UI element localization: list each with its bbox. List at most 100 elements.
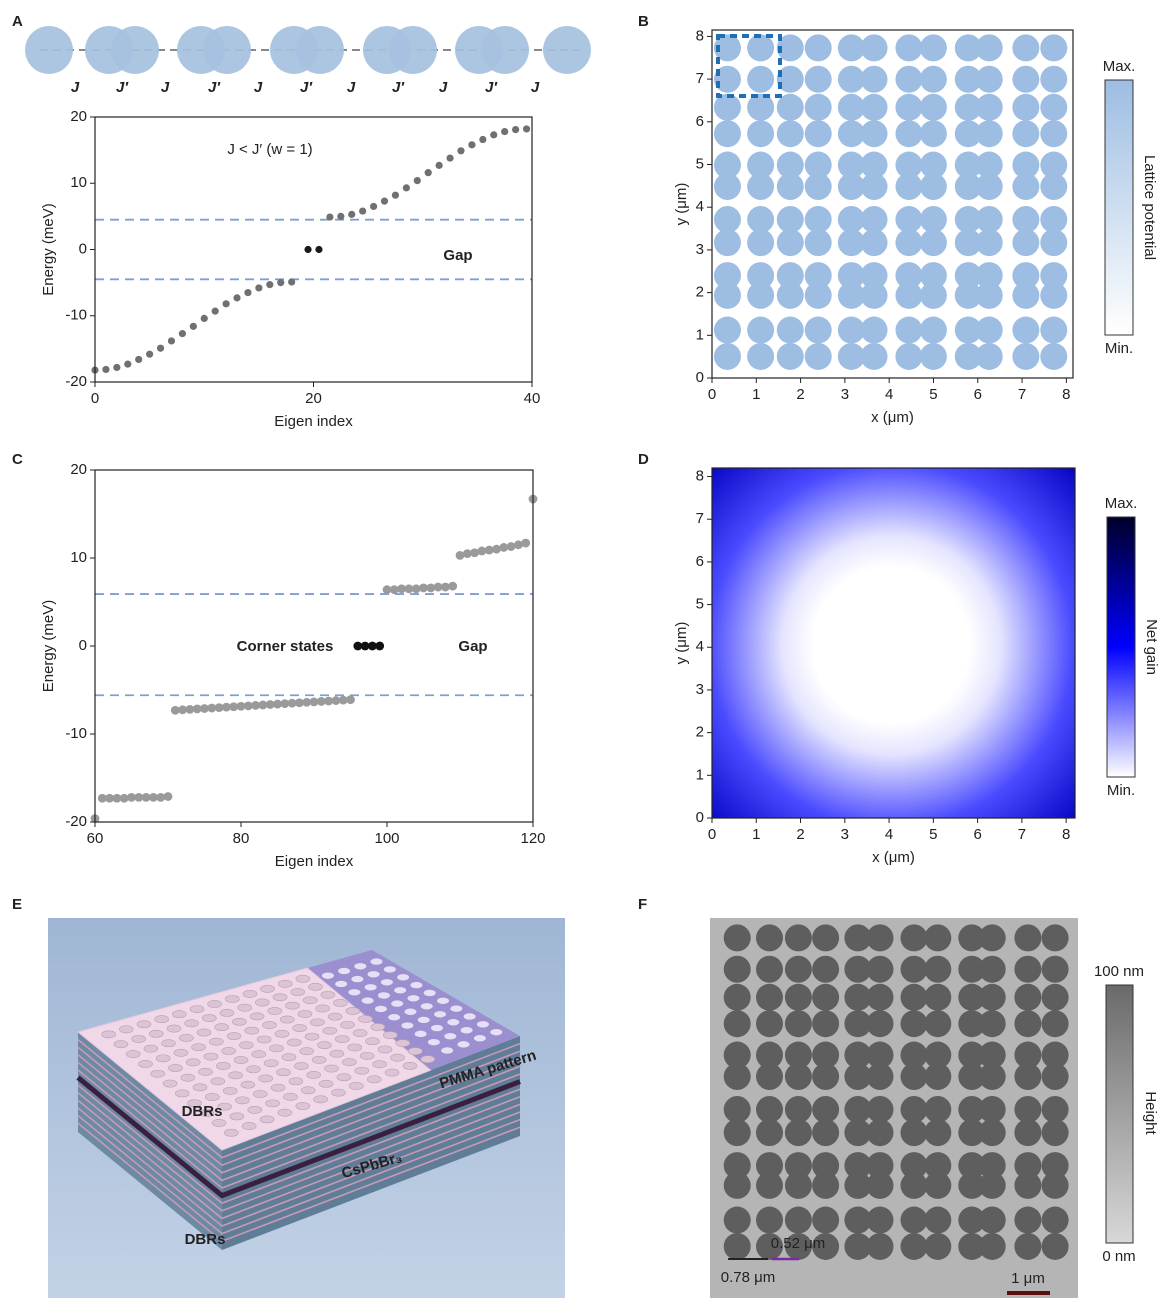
- y-tick-label: -10: [65, 725, 87, 742]
- data-point: [255, 284, 262, 291]
- potential-site: [1040, 120, 1067, 147]
- potential-site: [1040, 173, 1067, 200]
- potential-site: [861, 229, 888, 256]
- pillar: [323, 1027, 337, 1034]
- pillar: [390, 1054, 404, 1061]
- x-tick-label: 5: [929, 386, 937, 403]
- potential-site: [714, 173, 741, 200]
- sem-pillar: [924, 1233, 951, 1260]
- sem-pillar: [1042, 1063, 1069, 1090]
- sem-pillar: [924, 1207, 951, 1234]
- data-point: [124, 361, 131, 368]
- coupling-label: J′: [116, 79, 129, 96]
- pillar: [289, 1078, 303, 1085]
- colorbar-max: Max.: [1105, 495, 1138, 512]
- pillar: [348, 989, 360, 995]
- potential-site: [747, 229, 774, 256]
- sem-pillar: [924, 956, 951, 983]
- pillar: [238, 1004, 252, 1011]
- potential-site: [976, 120, 1003, 147]
- sem-pillar: [1042, 1207, 1069, 1234]
- pillar: [252, 1051, 266, 1058]
- data-point: [348, 211, 355, 218]
- sem-pillar: [724, 1172, 751, 1199]
- pillar: [319, 1080, 333, 1087]
- sem-pillar: [867, 1207, 894, 1234]
- site: [203, 26, 251, 74]
- panel-label: A: [12, 13, 23, 30]
- sem-pillar: [901, 956, 928, 983]
- sem-pillar: [901, 1119, 928, 1146]
- potential-site: [1012, 229, 1039, 256]
- pillar: [383, 1031, 397, 1038]
- potential-site: [976, 206, 1003, 233]
- y-tick-label: 10: [70, 174, 87, 191]
- x-tick-label: 8: [1062, 826, 1070, 843]
- pillar: [418, 1017, 430, 1023]
- sem-pillar: [724, 956, 751, 983]
- x-axis-label: Eigen index: [274, 413, 353, 430]
- pillar: [378, 1046, 392, 1053]
- pillar: [193, 1084, 207, 1091]
- sem-pillar: [867, 984, 894, 1011]
- data-point: [304, 246, 311, 253]
- data-point: [277, 279, 284, 286]
- sem-pillar: [924, 1172, 951, 1199]
- sem-pillar: [867, 1063, 894, 1090]
- sem-pillar: [901, 1172, 928, 1199]
- sem-pillar: [901, 924, 928, 951]
- potential-site: [895, 343, 922, 370]
- pillar: [204, 1053, 218, 1060]
- pillar: [202, 1015, 216, 1022]
- pillar: [367, 1076, 381, 1083]
- y-tick-label: 5: [696, 155, 704, 172]
- data-point: [457, 147, 464, 154]
- potential-site: [895, 34, 922, 61]
- pillar: [245, 1027, 259, 1034]
- pillar: [259, 1075, 273, 1082]
- pillar: [415, 1031, 427, 1037]
- potential-site: [747, 343, 774, 370]
- spacing-label: 0.52 μm: [771, 1235, 826, 1252]
- sem-pillar: [785, 1063, 812, 1090]
- pillar: [338, 968, 350, 974]
- pillar: [253, 1090, 267, 1097]
- pillar: [144, 1045, 158, 1052]
- coupling-label: J′: [392, 79, 405, 96]
- pillar: [421, 1056, 435, 1063]
- potential-site: [976, 282, 1003, 309]
- pillar: [293, 1024, 307, 1031]
- pillar: [114, 1041, 128, 1048]
- potential-site: [920, 34, 947, 61]
- potential-site: [747, 282, 774, 309]
- data-point: [479, 136, 486, 143]
- x-tick-label: 80: [233, 830, 250, 847]
- x-tick-label: 0: [708, 826, 716, 843]
- pillar: [447, 1019, 459, 1025]
- sem-pillar: [1042, 924, 1069, 951]
- pillar: [264, 1060, 278, 1067]
- y-tick-label: 5: [696, 596, 704, 613]
- potential-site: [1040, 229, 1067, 256]
- potential-site: [920, 317, 947, 344]
- potential-site: [714, 206, 741, 233]
- sem-pillar: [812, 1119, 839, 1146]
- pillar: [296, 975, 310, 982]
- pillar: [444, 1033, 456, 1039]
- sem-pillar: [901, 984, 928, 1011]
- pillar: [262, 1021, 276, 1028]
- pillar: [477, 1021, 489, 1027]
- y-tick-label: 0: [79, 240, 87, 257]
- data-point: [168, 337, 175, 344]
- pillar: [394, 987, 406, 993]
- pillar: [437, 998, 449, 1004]
- pillar: [358, 1015, 372, 1022]
- sem-pillar: [1014, 924, 1041, 951]
- site: [543, 26, 591, 74]
- potential-site: [920, 173, 947, 200]
- data-point: [201, 315, 208, 322]
- pillar: [328, 1013, 342, 1020]
- potential-site: [805, 66, 832, 93]
- sem-colorbar-min: 0 nm: [1102, 1248, 1135, 1265]
- pillar: [199, 1068, 213, 1075]
